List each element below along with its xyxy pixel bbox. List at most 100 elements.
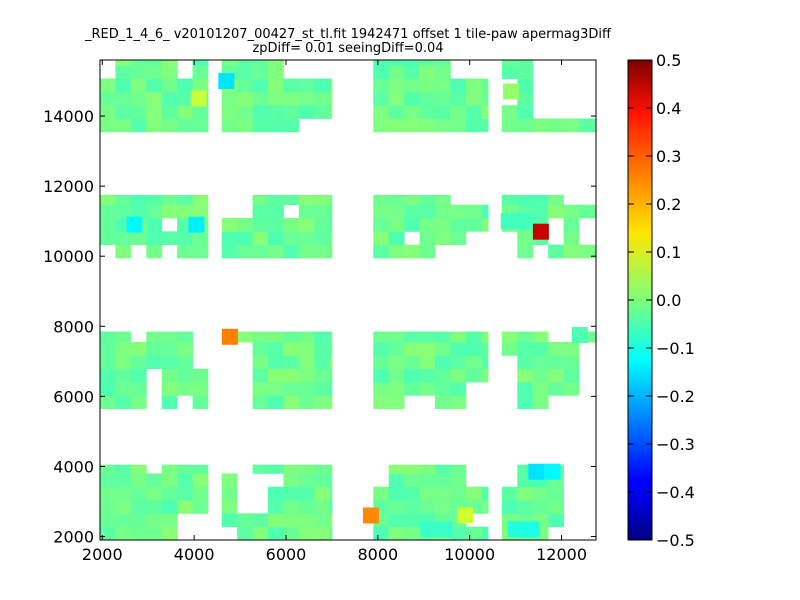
heatmap-cell	[100, 368, 116, 383]
heatmap-cell	[501, 500, 518, 514]
heatmap-cell	[329, 381, 333, 396]
heatmap-cell-highlight	[218, 73, 235, 90]
heatmap-cell	[501, 65, 518, 79]
heatmap-cell	[434, 60, 451, 66]
heatmap-cell	[419, 105, 436, 119]
heatmap-cell	[252, 513, 269, 528]
heatmap-cell	[404, 381, 420, 396]
x-tick-label: 6000	[266, 545, 307, 564]
heatmap-cell	[465, 368, 482, 383]
heatmap-cell	[268, 60, 284, 66]
heatmap-cell	[252, 65, 269, 79]
heatmap-cell	[481, 331, 489, 343]
heatmap-cell	[252, 464, 269, 474]
heatmap-cell	[314, 194, 331, 206]
heatmap-cell	[373, 381, 390, 396]
heatmap-cell	[419, 118, 436, 133]
heatmap-cell	[252, 381, 269, 396]
heatmap-cell	[146, 244, 163, 259]
x-tick-label: 10000	[444, 545, 495, 564]
heatmap-cell	[419, 60, 436, 66]
heatmap-cell	[481, 526, 489, 541]
heatmap-cell	[252, 355, 269, 370]
heatmap-cell	[237, 526, 253, 541]
heatmap-cell	[450, 473, 467, 488]
heatmap-cell	[298, 473, 315, 488]
heatmap-cell	[465, 331, 482, 343]
heatmap-cell-highlight	[221, 328, 238, 345]
heatmap-cell	[177, 118, 193, 133]
heatmap-cell	[268, 244, 284, 259]
heatmap-cell	[237, 331, 253, 343]
heatmap-cell	[450, 231, 467, 246]
heatmap-cell	[373, 78, 390, 93]
heatmap-cell	[177, 355, 193, 370]
heatmap-cell	[548, 194, 564, 206]
heatmap-cell	[298, 395, 315, 410]
heatmap-cell	[252, 105, 269, 119]
heatmap-cell	[161, 105, 178, 119]
heatmap-cell	[563, 231, 580, 246]
heatmap-cell	[388, 526, 405, 541]
heatmap-cell	[146, 500, 163, 514]
heatmap-cell	[130, 78, 147, 93]
heatmap-cell	[146, 473, 163, 488]
heatmap-cell	[237, 118, 253, 133]
heatmap-cell	[532, 486, 549, 501]
heatmap-cell	[177, 231, 193, 246]
heatmap-cell	[434, 105, 451, 119]
heatmap-cell	[419, 204, 436, 219]
heatmap-cell	[283, 368, 300, 383]
heatmap-cell	[268, 381, 284, 396]
heatmap-cell	[314, 105, 331, 119]
heatmap-cell	[161, 486, 178, 501]
heatmap-cell	[115, 194, 132, 206]
heatmap-cell	[419, 194, 436, 206]
heatmap-cell	[404, 60, 420, 66]
heatmap-cell	[192, 65, 209, 79]
heatmap-cell	[501, 342, 518, 356]
heatmap-cell	[130, 500, 147, 514]
heatmap-cell	[298, 381, 315, 396]
heatmap-cell	[268, 526, 284, 541]
heatmap-cell	[161, 78, 178, 93]
heatmap-cell	[404, 368, 420, 383]
heatmap-cell	[388, 91, 405, 106]
heatmap-cell	[517, 231, 534, 246]
heatmap-cell	[268, 355, 284, 370]
heatmap-cell	[434, 464, 451, 474]
heatmap-cell	[192, 395, 209, 410]
heatmap-cell	[563, 244, 580, 259]
heatmap-cell	[548, 118, 564, 133]
heatmap-cell	[465, 78, 482, 93]
heatmap-cell	[450, 464, 467, 474]
heatmap-cell	[465, 204, 482, 219]
heatmap-cell	[192, 244, 209, 259]
heatmap-cell	[450, 381, 467, 396]
heatmap-cell	[192, 473, 209, 488]
heatmap-cell	[161, 473, 178, 488]
heatmap-cell	[283, 355, 300, 370]
heatmap-cell	[373, 331, 390, 343]
heatmap-cell	[268, 91, 284, 106]
heatmap-cell	[298, 513, 315, 528]
heatmap-cell	[221, 105, 238, 119]
heatmap-cell	[100, 355, 116, 370]
heatmap-cell	[548, 486, 564, 501]
heatmap-cell	[373, 218, 390, 232]
heatmap-cell	[161, 194, 178, 206]
heatmap-cell	[329, 342, 333, 356]
heatmap-cell	[450, 355, 467, 370]
heatmap-cell	[115, 331, 132, 343]
heatmap-cell	[100, 464, 116, 474]
heatmap-cell	[130, 65, 147, 79]
heatmap-cell	[161, 500, 178, 514]
heatmap-cell	[146, 78, 163, 93]
heatmap-cell-highlight	[457, 507, 474, 524]
heatmap-cell	[130, 395, 147, 410]
heatmap-cell	[268, 500, 284, 514]
heatmap-cell	[388, 78, 405, 93]
heatmap-cell	[404, 65, 420, 79]
heatmap-cell	[298, 194, 315, 206]
heatmap-cell	[388, 473, 405, 488]
